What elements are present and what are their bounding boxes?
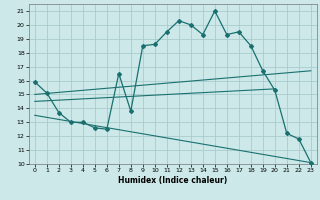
X-axis label: Humidex (Indice chaleur): Humidex (Indice chaleur) — [118, 176, 228, 185]
